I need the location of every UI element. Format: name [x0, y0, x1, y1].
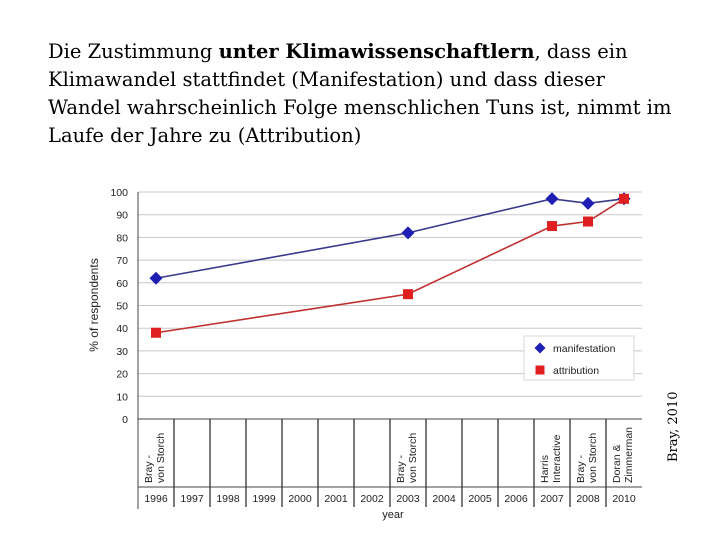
- x-tick-label: 2001: [324, 493, 348, 505]
- y-tick-label: 0: [122, 414, 128, 426]
- point-attribution: [619, 193, 629, 204]
- study-label-line: Doran &: [611, 444, 623, 483]
- x-tick-label: 1996: [144, 493, 168, 505]
- y-tick-label: 80: [116, 232, 128, 244]
- y-axis-label: % of respondents: [87, 258, 101, 351]
- legend-marker-attribution: [535, 365, 545, 375]
- legend-label-attribution: attribution: [553, 365, 599, 377]
- grid: [138, 191, 642, 420]
- x-tick-label: 2007: [540, 493, 564, 505]
- point-manifestation: [581, 196, 595, 210]
- study-label: Bray - von Storch: [575, 433, 599, 483]
- legend-label-manifestation: manifestation: [553, 343, 616, 355]
- x-axis: 1996 1997 1998 1999 2000 2001 2002 2003 2004 2005…: [138, 418, 642, 521]
- study-label-line: von Storch: [155, 433, 167, 483]
- y-tick-label: 40: [116, 323, 128, 335]
- x-tick-label: 1998: [216, 493, 240, 505]
- x-tick-label: 2010: [612, 493, 636, 505]
- x-tick-label: 2002: [360, 493, 384, 505]
- y-tick-label: 20: [116, 369, 128, 381]
- study-label: Bray - von Storch: [395, 433, 419, 483]
- study-label-line: Bray -: [395, 454, 407, 483]
- point-attribution: [583, 216, 593, 227]
- point-attribution: [403, 289, 413, 300]
- legend: manifestation attribution: [523, 335, 635, 381]
- y-tick-label: 70: [116, 255, 128, 267]
- title-intro: Die Zustimmung: [48, 40, 219, 63]
- study-label-line: Interactive: [551, 434, 563, 483]
- y-tick-label: 10: [116, 391, 128, 403]
- point-manifestation: [401, 226, 415, 240]
- title-rest: , dass ein Klimawandel stattfindet (Mani…: [48, 40, 672, 147]
- x-axis-label: year: [382, 509, 404, 521]
- y-axis: 0 10 20 30 40 50 60 70 80 90 100 % of respondents: [87, 187, 139, 509]
- title-emphasis: unter Klimawissenschaftlern: [218, 40, 535, 63]
- study-label-line: Bray -: [143, 454, 155, 483]
- x-tick-label: 1999: [252, 493, 276, 505]
- y-tick-label: 50: [116, 301, 128, 313]
- y-tick-label: 100: [110, 187, 128, 199]
- x-tick-label: 1997: [180, 493, 204, 505]
- study-label-line: Zimmerman: [623, 427, 635, 483]
- series-line-manifestation: [155, 197, 625, 280]
- study-label-line: von Storch: [407, 433, 419, 483]
- legend-marker-manifestation: [534, 342, 546, 354]
- point-attribution: [547, 221, 557, 232]
- x-tick-label: 2008: [576, 493, 600, 505]
- source-label: Bray, 2010: [666, 391, 681, 462]
- study-label: Harris Interactive: [539, 434, 563, 483]
- series-attribution: [151, 193, 629, 338]
- x-tick-label: 2003: [396, 493, 420, 505]
- study-label-line: Bray -: [575, 454, 587, 483]
- x-tick-label: 2006: [504, 493, 528, 505]
- point-attribution: [151, 327, 161, 338]
- study-label-line: Harris: [539, 455, 551, 483]
- y-tick-label: 90: [116, 210, 128, 222]
- y-tick-label: 30: [116, 346, 128, 358]
- study-label: Doran & Zimmerman: [611, 427, 635, 483]
- point-manifestation: [149, 271, 163, 285]
- study-label: Bray - von Storch: [143, 433, 167, 483]
- series-manifestation: [149, 192, 631, 285]
- study-label-line: von Storch: [587, 433, 599, 483]
- series-layer: [149, 192, 631, 338]
- x-tick-label: 2000: [288, 493, 312, 505]
- y-tick-label: 60: [116, 278, 128, 290]
- x-tick-label: 2005: [468, 493, 492, 505]
- page-title: Die Zustimmung unter Klimawissenschaftle…: [48, 38, 678, 150]
- point-manifestation: [545, 192, 559, 206]
- x-tick-label: 2004: [432, 493, 456, 505]
